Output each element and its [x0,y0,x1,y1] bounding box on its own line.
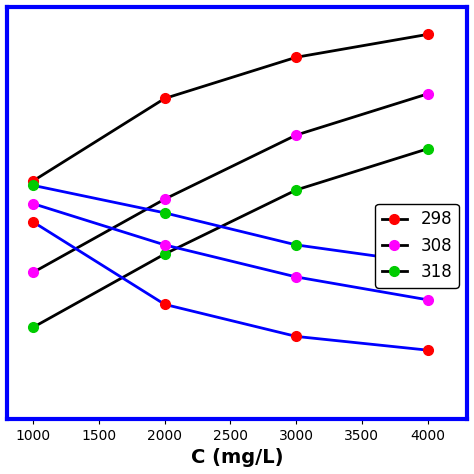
X-axis label: C (mg/L): C (mg/L) [191,448,283,467]
Legend: 298, 308, 318: 298, 308, 318 [375,204,459,288]
